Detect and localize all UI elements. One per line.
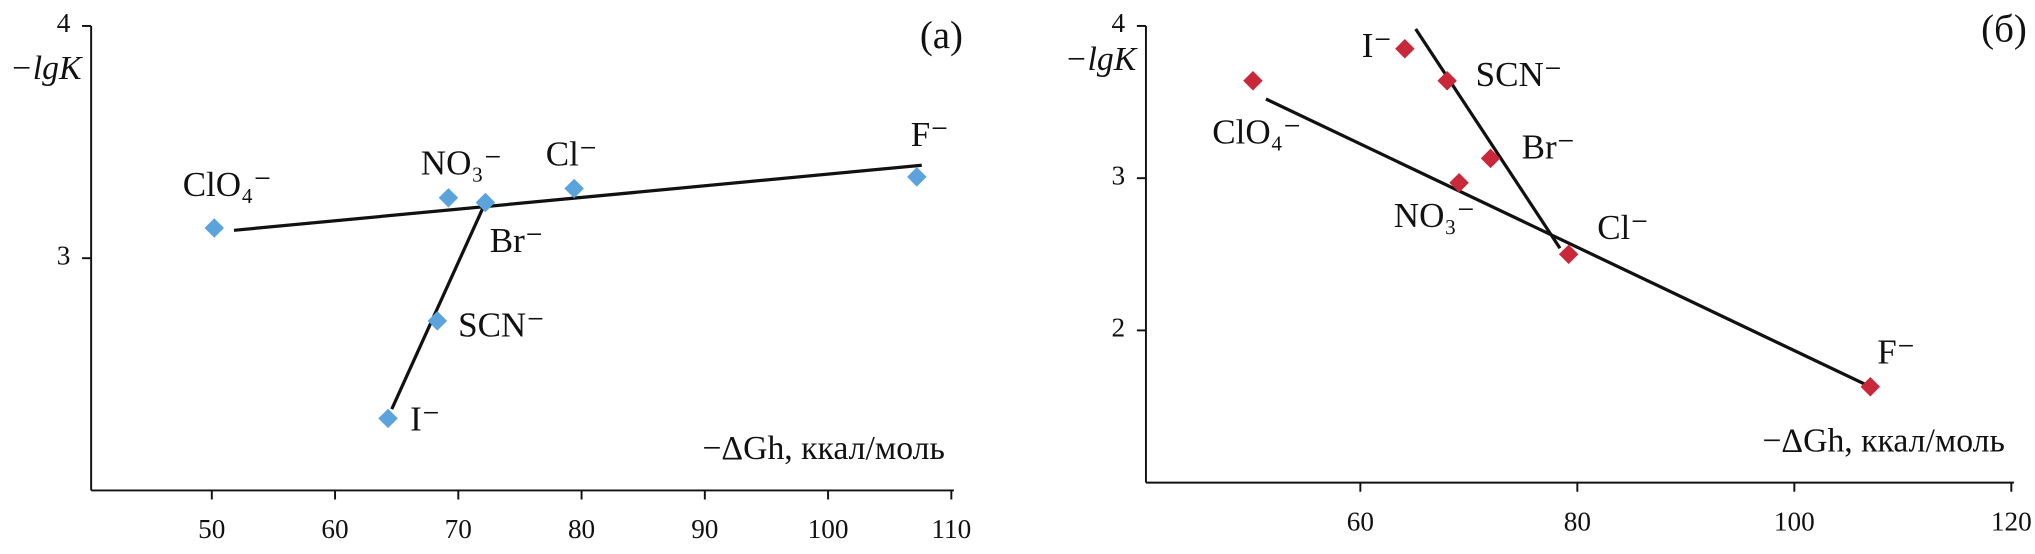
x-tick-label: 80	[1564, 506, 1591, 536]
point-label: ClO₄⁻	[1212, 112, 1301, 151]
point	[1558, 244, 1579, 265]
x-axis-label: −ΔGh, ккал/моль	[702, 430, 944, 467]
x-tick-label: 120	[1991, 506, 2032, 536]
fit-line	[390, 201, 487, 410]
x-tick-label: 70	[445, 514, 472, 544]
y-tick-label: 3	[1112, 160, 1126, 190]
point	[427, 311, 448, 331]
x-tick-label: 100	[1774, 506, 1815, 536]
point-label: I⁻	[1362, 26, 1392, 65]
point	[1480, 148, 1501, 169]
y-tick-label: 4	[57, 8, 71, 38]
y-tick-label: 4	[1112, 8, 1126, 38]
point-label: SCN⁻	[458, 306, 545, 345]
point-label: NO₃⁻	[1394, 196, 1475, 235]
point-label: Br⁻	[490, 221, 544, 260]
x-tick-label: 60	[321, 514, 348, 544]
point	[564, 178, 584, 199]
x-tick-label: 60	[1347, 506, 1374, 536]
x-tick-label: 100	[808, 514, 849, 544]
point-label: F⁻	[911, 115, 949, 154]
point	[1860, 377, 1881, 397]
point	[1395, 39, 1415, 59]
point	[1449, 173, 1469, 193]
point-label: Cl⁻	[546, 134, 598, 173]
x-tick-label: 80	[568, 514, 595, 544]
fit-line	[233, 163, 922, 232]
point-label: NO₃⁻	[421, 144, 502, 183]
x-tick-label: 50	[198, 514, 225, 544]
point	[475, 192, 496, 213]
x-tick-label: 90	[691, 514, 718, 544]
point-label: Br⁻	[1522, 128, 1576, 167]
panel-label: (б)	[1981, 7, 2027, 50]
y-axis-label: −lgK	[1065, 41, 1138, 78]
point-label: Cl⁻	[1597, 208, 1649, 247]
fit-line	[1265, 97, 1871, 389]
point	[907, 167, 927, 187]
point-label: SCN⁻	[1476, 55, 1563, 94]
point-label: F⁻	[1877, 333, 1915, 372]
point	[378, 408, 398, 429]
point-label: ClO₄⁻	[183, 165, 272, 204]
point	[204, 218, 224, 238]
x-axis-label: −ΔGh, ккал/моль	[1762, 422, 2004, 459]
point	[1243, 71, 1263, 91]
point-label: I⁻	[410, 399, 440, 438]
y-tick-label: 2	[1112, 313, 1126, 343]
x-tick-label: 110	[931, 514, 971, 544]
fit-line	[1414, 28, 1562, 250]
panel-label: (а)	[920, 14, 963, 57]
y-tick-label: 3	[57, 240, 71, 270]
y-axis-label: −lgK	[10, 50, 83, 87]
point	[438, 188, 459, 208]
